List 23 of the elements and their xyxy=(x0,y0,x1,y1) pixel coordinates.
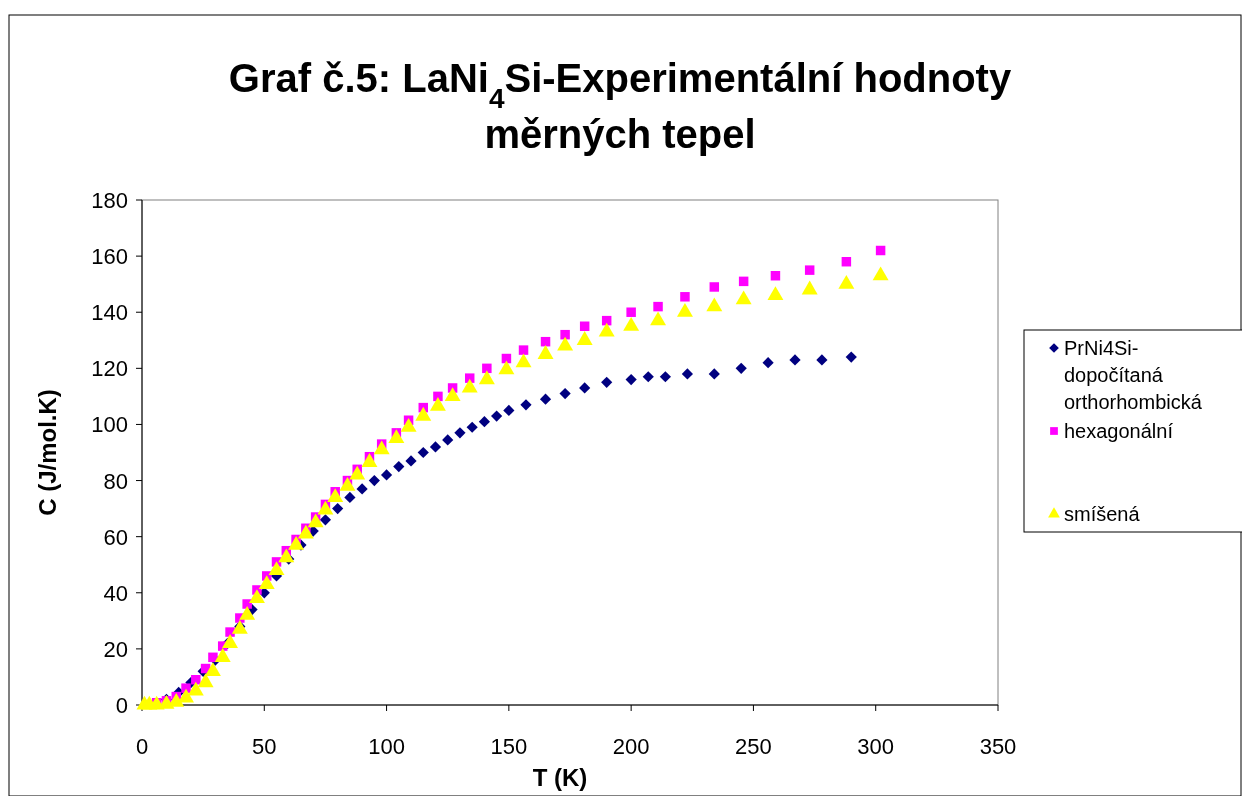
x-tick-label: 150 xyxy=(490,734,528,759)
x-axis-title: T (K) xyxy=(532,764,588,791)
y-tick-label: 60 xyxy=(103,524,128,550)
y-tick-label: 160 xyxy=(91,244,128,270)
x-tick-label: 200 xyxy=(612,734,650,759)
chart-title: Graf č.5: LaNi$_{4}$Si-Experimentální hodnoty měrných tepel xyxy=(228,56,1012,156)
legend-label: hexagonální xyxy=(1064,420,1174,442)
y-tick-label: 120 xyxy=(91,356,128,382)
y-tick-label: 180 xyxy=(91,188,128,213)
y-tick-label: 100 xyxy=(91,412,128,438)
x-tick-label: 50 xyxy=(252,734,277,759)
y-tick-label: 0 xyxy=(115,693,128,718)
y-tick-label: 80 xyxy=(103,468,128,494)
y-axis-title: C (J/mol.K) xyxy=(34,389,61,516)
x-tick-label: 250 xyxy=(735,734,772,759)
x-tick-label: 0 xyxy=(135,734,149,759)
y-tick-label: 140 xyxy=(91,300,128,326)
x-tick-label: 100 xyxy=(368,734,405,759)
y-tick-label: 40 xyxy=(103,580,128,606)
y-tick-label: 20 xyxy=(103,636,128,662)
x-tick-label: 300 xyxy=(857,734,895,759)
legend-label: smíšená xyxy=(1064,503,1141,525)
x-tick-label: 350 xyxy=(979,734,1017,759)
